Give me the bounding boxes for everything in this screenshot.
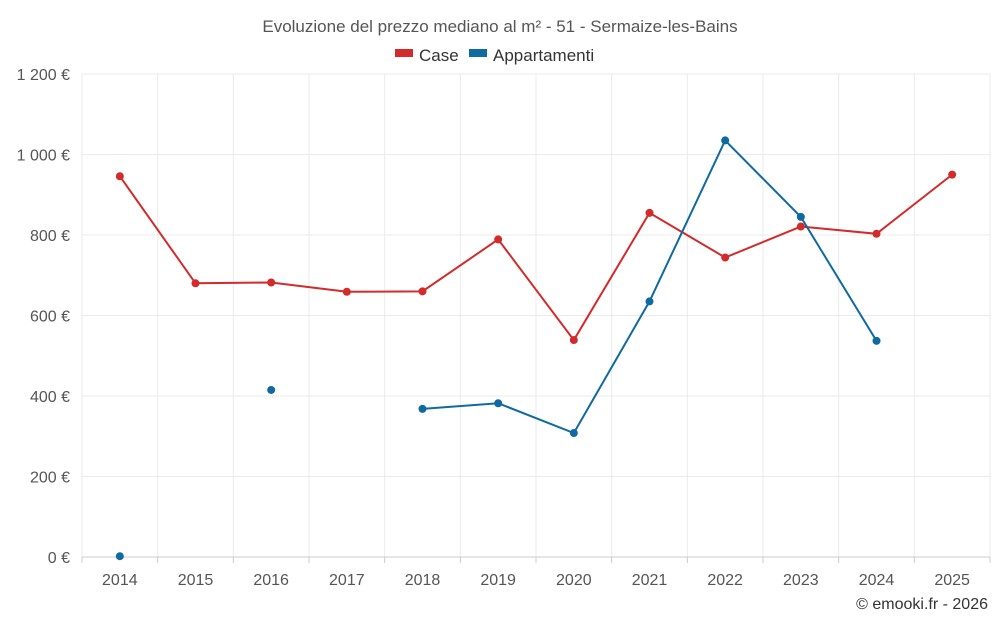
data-point-case[interactable] — [948, 170, 957, 179]
y-axis: 0 € 200 € 400 € 600 € 800 € 1 000 € 1 200 € — [17, 67, 70, 567]
y-tick-label: 1 200 € — [17, 67, 70, 84]
x-tick-label: 2014 — [102, 572, 138, 589]
x-tick-label: 2022 — [707, 572, 743, 589]
data-point-appartamenti[interactable] — [872, 336, 881, 345]
legend-label-appartamenti: Appartamenti — [493, 46, 594, 65]
y-tick-label: 400 € — [30, 389, 70, 406]
data-point-case[interactable] — [342, 287, 351, 296]
x-tick-label: 2015 — [178, 572, 214, 589]
series-appartamenti — [115, 136, 881, 561]
x-tick-label: 2021 — [632, 572, 668, 589]
x-tick-label: 2020 — [556, 572, 592, 589]
legend-swatch-appartamenti — [469, 49, 487, 57]
x-tick-label: 2016 — [253, 572, 289, 589]
data-point-appartamenti[interactable] — [267, 385, 276, 394]
x-tick-label: 2025 — [934, 572, 970, 589]
legend-item-case[interactable]: Case — [395, 46, 459, 65]
chart-title: Evoluzione del prezzo mediano al m² - 51… — [262, 17, 737, 36]
data-point-appartamenti[interactable] — [796, 212, 805, 221]
data-point-case[interactable] — [418, 287, 427, 296]
data-point-case[interactable] — [267, 278, 276, 287]
y-tick-label: 1 000 € — [17, 148, 70, 165]
y-tick-label: 0 € — [48, 550, 70, 567]
series — [115, 136, 957, 561]
x-tick-label: 2017 — [329, 572, 365, 589]
data-point-case[interactable] — [115, 172, 124, 181]
x-tick-label: 2024 — [859, 572, 895, 589]
credit-text: © emooki.fr - 2026 — [856, 596, 988, 613]
legend-label-case: Case — [419, 46, 459, 65]
data-point-case[interactable] — [721, 253, 730, 262]
y-tick-label: 200 € — [30, 470, 70, 487]
x-tick-label: 2018 — [405, 572, 441, 589]
legend: Case Appartamenti — [395, 46, 594, 65]
series-line-appartamenti — [422, 138, 878, 435]
y-tick-label: 800 € — [30, 228, 70, 245]
data-point-appartamenti[interactable] — [569, 429, 578, 438]
data-point-case[interactable] — [191, 279, 200, 288]
x-tick-label: 2023 — [783, 572, 819, 589]
data-point-case[interactable] — [645, 208, 654, 217]
data-point-appartamenti[interactable] — [494, 399, 503, 408]
data-point-case[interactable] — [494, 235, 503, 244]
series-line-case — [119, 173, 953, 342]
y-tick-label: 600 € — [30, 309, 70, 326]
data-point-case[interactable] — [569, 336, 578, 345]
data-point-case[interactable] — [796, 222, 805, 231]
data-point-case[interactable] — [872, 229, 881, 238]
gridlines — [81, 73, 991, 558]
data-point-appartamenti[interactable] — [721, 136, 730, 145]
series-case — [115, 170, 957, 345]
data-point-appartamenti[interactable] — [115, 552, 124, 561]
data-point-appartamenti[interactable] — [418, 404, 427, 413]
x-tick-label: 2019 — [480, 572, 516, 589]
legend-swatch-case — [395, 49, 413, 57]
data-point-appartamenti[interactable] — [645, 297, 654, 306]
legend-item-appartamenti[interactable]: Appartamenti — [469, 46, 594, 65]
x-axis: 2014 2015 2016 2017 2018 2019 2020 2021 2022 2023… — [81, 556, 991, 589]
